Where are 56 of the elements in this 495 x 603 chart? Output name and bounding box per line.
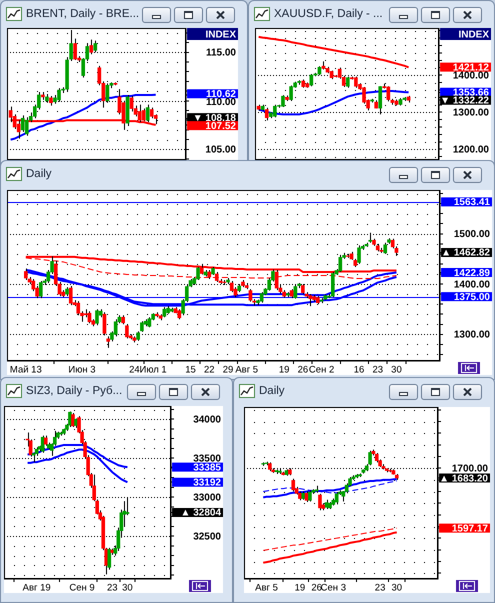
x-tick-label: Сен 2 — [308, 364, 334, 376]
x-tick-label: 22 — [204, 364, 215, 376]
y-tick-label: 1400.00 — [454, 279, 490, 290]
x-tick-label: Июн 3 — [68, 364, 96, 376]
x-tick-label: 23 — [374, 582, 386, 594]
x-tick-label: 26 — [311, 582, 322, 594]
y-tick-label: 34000 — [193, 414, 222, 426]
y-tick-label: 33192 — [193, 477, 222, 488]
x-tick-label: Июл 1 — [140, 364, 167, 376]
y-tick-label: 1597.17 — [452, 523, 488, 534]
y-tick-label: ▲ 1683.20 — [439, 473, 488, 484]
x-tick-label: 15 — [185, 364, 196, 376]
chart-title: XAUUSD.F, Daily - ... — [274, 7, 383, 21]
x-tick-label: Май 13 — [10, 364, 42, 376]
x-tick-label: 16 — [354, 364, 364, 376]
x-tick-label: Сен 9 — [69, 582, 95, 594]
y-tick-label: 1500.00 — [454, 229, 490, 240]
x-tick-label: 24 — [129, 364, 140, 376]
x-tick-label: Авг 5 — [255, 582, 278, 594]
x-tick-label: 30 — [391, 364, 402, 376]
y-tick-label: 107.52 — [205, 120, 236, 132]
y-tick-label: 1700.00 — [452, 463, 488, 474]
x-tick-label: 19 — [294, 582, 306, 594]
text: INDEX — [205, 29, 236, 40]
x-tick-label: 26 — [298, 364, 308, 376]
y-tick-label: ▲ 1462.82 — [441, 248, 490, 259]
y-tick-label: 110.00 — [206, 97, 236, 108]
y-tick-label: 33000 — [193, 492, 222, 504]
ref-line-label: 1563.41 — [454, 197, 490, 208]
chart-title: BRENT, Daily - BRE... — [26, 7, 140, 21]
x-tick-label: 30 — [391, 582, 402, 594]
y-tick-label: 105.00 — [205, 144, 236, 156]
y-tick-label: 115.00 — [206, 48, 236, 59]
x-tick-label: 19 — [278, 364, 290, 376]
chart-title: SIZ3, Daily - Руб... — [26, 384, 122, 398]
y-tick-label: 1422.89 — [454, 268, 490, 279]
ref-line-label: 1375.00 — [454, 292, 490, 303]
x-tick-label: 23 — [107, 582, 118, 594]
x-tick-label: Авг 19 — [22, 582, 51, 594]
x-tick-label: Авг 5 — [235, 364, 258, 376]
y-tick-label: ▲ 32804 — [180, 508, 222, 519]
x-tick-label: 23 — [372, 364, 384, 376]
y-tick-label: 33385 — [193, 462, 222, 474]
y-tick-label: 32500 — [193, 531, 222, 542]
y-tick-label: 1400.00 — [452, 70, 490, 82]
y-tick-label: ▼ 1332.22 — [440, 95, 490, 106]
chart-title: Daily — [26, 167, 52, 181]
y-tick-label: 1300.00 — [454, 330, 490, 341]
x-tick-label: 29 — [222, 364, 234, 376]
y-tick-label: 1300.00 — [452, 107, 490, 118]
x-tick-label: 30 — [122, 582, 133, 594]
chart-title: Daily — [259, 384, 285, 398]
text: INDEX — [458, 29, 490, 40]
y-tick-label: 33500 — [193, 453, 222, 464]
y-tick-label: 1200.00 — [452, 144, 490, 156]
x-tick-label: Сен 3 — [320, 582, 346, 594]
